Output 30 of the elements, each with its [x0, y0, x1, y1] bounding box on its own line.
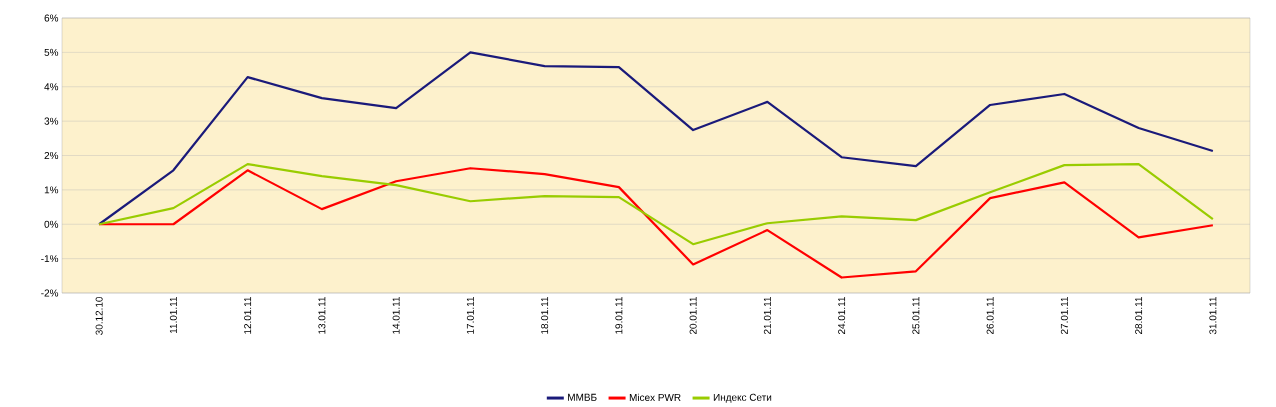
line-series	[98, 51, 1214, 226]
y-tick-label: -2%	[41, 289, 59, 297]
y-tick-label: 6%	[44, 14, 59, 22]
x-tick-label: 20.01.11	[689, 297, 697, 335]
x-tick-label: 31.01.11	[1209, 297, 1217, 335]
x-tick-label: 14.01.11	[392, 297, 400, 334]
x-tick-label: 12.01.11	[244, 297, 252, 334]
x-tick-label: 30.12.10	[95, 296, 103, 335]
x-tick-label: 11.01.11	[169, 297, 177, 334]
y-tick-label: 0%	[44, 220, 59, 228]
x-tick-label: 19.01.11	[615, 297, 623, 334]
x-tick-label: 26.01.11	[986, 297, 994, 335]
x-tick-label: 21.01.11	[763, 297, 771, 335]
x-tick-label: 28.01.11	[1135, 297, 1143, 335]
line-series	[98, 162, 1214, 246]
x-tick-label: 25.01.11	[912, 297, 920, 335]
x-tick-label: 27.01.11	[1060, 297, 1068, 335]
y-tick-label: 2%	[44, 152, 59, 160]
legend-label: Micex PWR	[629, 393, 681, 402]
y-tick-label: 5%	[44, 48, 59, 56]
legend-label: Индекс Сети	[713, 393, 772, 403]
y-tick-label: -1%	[41, 255, 59, 263]
x-tick-label: 24.01.11	[838, 297, 846, 335]
y-tick-label: 1%	[44, 186, 59, 194]
legend-label: ММВБ	[568, 393, 597, 401]
y-tick-label: 3%	[44, 117, 59, 125]
x-tick-label: 17.01.11	[466, 297, 474, 334]
x-tick-label: 18.01.11	[541, 297, 549, 334]
y-tick-label: 4%	[44, 83, 59, 91]
x-tick-label: 13.01.11	[318, 297, 326, 334]
